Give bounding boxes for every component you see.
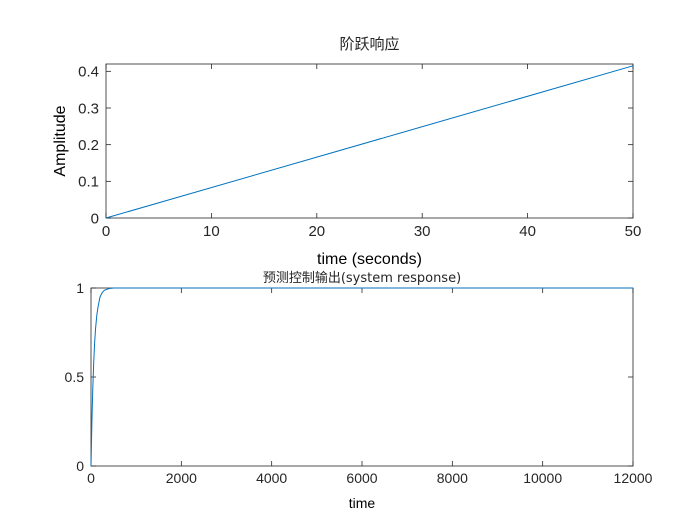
- step-response-xtick-label: 50: [625, 223, 642, 240]
- system-response-lines: [90, 287, 633, 467]
- step-response-xlabel: time (seconds): [317, 251, 422, 268]
- step-response-title: 阶跃响应: [339, 35, 399, 53]
- system-response-xlabel: time: [349, 495, 376, 511]
- step-response-plot: 0 10 20 30 40 50 0 0.1 0.2 0.3 0.4 阶跃响应 time (seco…: [52, 35, 641, 268]
- step-response-xtick-label: 20: [308, 223, 325, 240]
- step-response-ytick-label: 0.1: [78, 174, 99, 191]
- step-response-series-line-0: [105, 65, 634, 219]
- system-response-ytick-label: 0: [76, 458, 84, 474]
- system-response-plot: 0 2000 4000 6000 8000 10000 12000 0 0.5 1 预测控制输出(…: [65, 270, 653, 511]
- step-response-ticks: 0 10 20 30 40 50 0 0.1 0.2 0.3 0.4: [78, 64, 641, 240]
- system-response-xtick-label: 4000: [256, 470, 287, 486]
- system-response-xtick-label: 10000: [523, 470, 562, 486]
- system-response-xtick-label: 8000: [437, 470, 468, 486]
- step-response-ylabel: Amplitude: [52, 105, 69, 176]
- step-response-ytick-label: 0.3: [78, 100, 99, 117]
- system-response-title: 预测控制输出(system response): [263, 270, 461, 286]
- step-response-lines: [105, 65, 634, 219]
- step-response-xtick-label: 30: [414, 223, 431, 240]
- system-response-ytick-label: 1: [76, 280, 84, 296]
- step-response-ytick-label: 0.2: [78, 137, 99, 154]
- step-response-xtick-label: 40: [519, 223, 536, 240]
- step-response-ytick-label: 0: [91, 210, 99, 227]
- system-response-series-line-0: [90, 287, 633, 467]
- system-response-xtick-label: 0: [87, 470, 95, 486]
- step-response-xtick-label: 10: [203, 223, 220, 240]
- system-response-xtick-label: 12000: [614, 470, 653, 486]
- system-response-axes-box: [90, 287, 634, 467]
- step-response-xtick-label: 0: [102, 223, 110, 240]
- step-response-ytick-label: 0.4: [78, 64, 99, 81]
- system-response-ticks: 0 2000 4000 6000 8000 10000 12000 0 0.5 1: [65, 280, 653, 486]
- system-response-xtick-label: 2000: [166, 470, 197, 486]
- system-response-xtick-label: 6000: [346, 470, 377, 486]
- system-response-ytick-label: 0.5: [65, 369, 85, 385]
